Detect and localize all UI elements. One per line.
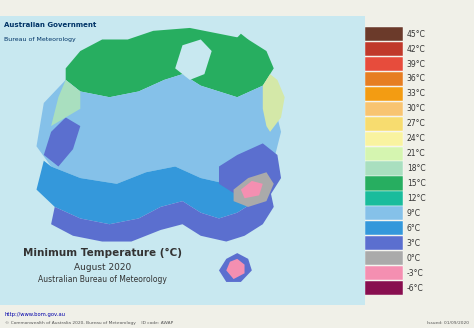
Text: 30°C: 30°C — [407, 104, 426, 113]
Bar — [365, 161, 403, 176]
Text: 3°C: 3°C — [407, 239, 421, 248]
Text: 18°C: 18°C — [407, 164, 425, 173]
Text: 9°C: 9°C — [407, 209, 421, 218]
Bar — [365, 117, 403, 131]
Bar — [365, 236, 403, 250]
Polygon shape — [226, 259, 245, 279]
Polygon shape — [0, 16, 365, 305]
Text: Bureau of Meteorology: Bureau of Meteorology — [4, 37, 75, 42]
Bar — [365, 57, 403, 71]
Polygon shape — [51, 80, 80, 126]
Bar — [365, 147, 403, 161]
Bar — [365, 27, 403, 41]
Text: 12°C: 12°C — [407, 194, 425, 203]
Polygon shape — [51, 190, 274, 241]
Polygon shape — [234, 172, 274, 207]
Text: -6°C: -6°C — [407, 284, 424, 293]
Text: 6°C: 6°C — [407, 224, 421, 233]
Polygon shape — [66, 28, 274, 97]
Text: Issued: 01/09/2020: Issued: 01/09/2020 — [427, 321, 469, 325]
Text: 0°C: 0°C — [407, 254, 421, 263]
Text: http://www.bom.gov.au: http://www.bom.gov.au — [5, 312, 66, 318]
Polygon shape — [36, 74, 281, 184]
Bar — [365, 251, 403, 265]
Text: August 2020: August 2020 — [73, 263, 131, 272]
Polygon shape — [0, 16, 365, 305]
Text: 24°C: 24°C — [407, 134, 426, 143]
Text: 15°C: 15°C — [407, 179, 426, 188]
Polygon shape — [219, 143, 281, 201]
Text: Australian Government: Australian Government — [4, 22, 96, 28]
Bar — [365, 42, 403, 56]
Bar — [365, 266, 403, 280]
Text: 36°C: 36°C — [407, 74, 426, 84]
Text: 33°C: 33°C — [407, 90, 426, 98]
Text: 45°C: 45°C — [407, 30, 426, 39]
Bar — [365, 102, 403, 116]
Bar — [365, 132, 403, 146]
Text: -3°C: -3°C — [407, 269, 424, 278]
Text: Minimum Temperature (°C): Minimum Temperature (°C) — [23, 248, 182, 258]
Polygon shape — [226, 34, 248, 74]
Polygon shape — [44, 117, 80, 167]
Polygon shape — [36, 161, 270, 224]
Bar — [365, 206, 403, 220]
Bar — [365, 221, 403, 236]
Polygon shape — [263, 74, 285, 132]
Text: © Commonwealth of Australia 2020, Bureau of Meteorology    ID code: AWAP: © Commonwealth of Australia 2020, Bureau… — [5, 321, 173, 325]
Bar — [365, 72, 403, 86]
Text: Australian Bureau of Meteorology: Australian Bureau of Meteorology — [38, 275, 167, 284]
Text: 21°C: 21°C — [407, 149, 425, 158]
Text: 42°C: 42°C — [407, 45, 426, 53]
Polygon shape — [175, 39, 212, 80]
Bar — [365, 281, 403, 295]
Polygon shape — [241, 181, 263, 198]
Bar — [365, 191, 403, 206]
Polygon shape — [219, 253, 252, 282]
Text: 27°C: 27°C — [407, 119, 426, 128]
Bar — [365, 87, 403, 101]
Bar — [365, 176, 403, 191]
Text: 39°C: 39°C — [407, 60, 426, 69]
